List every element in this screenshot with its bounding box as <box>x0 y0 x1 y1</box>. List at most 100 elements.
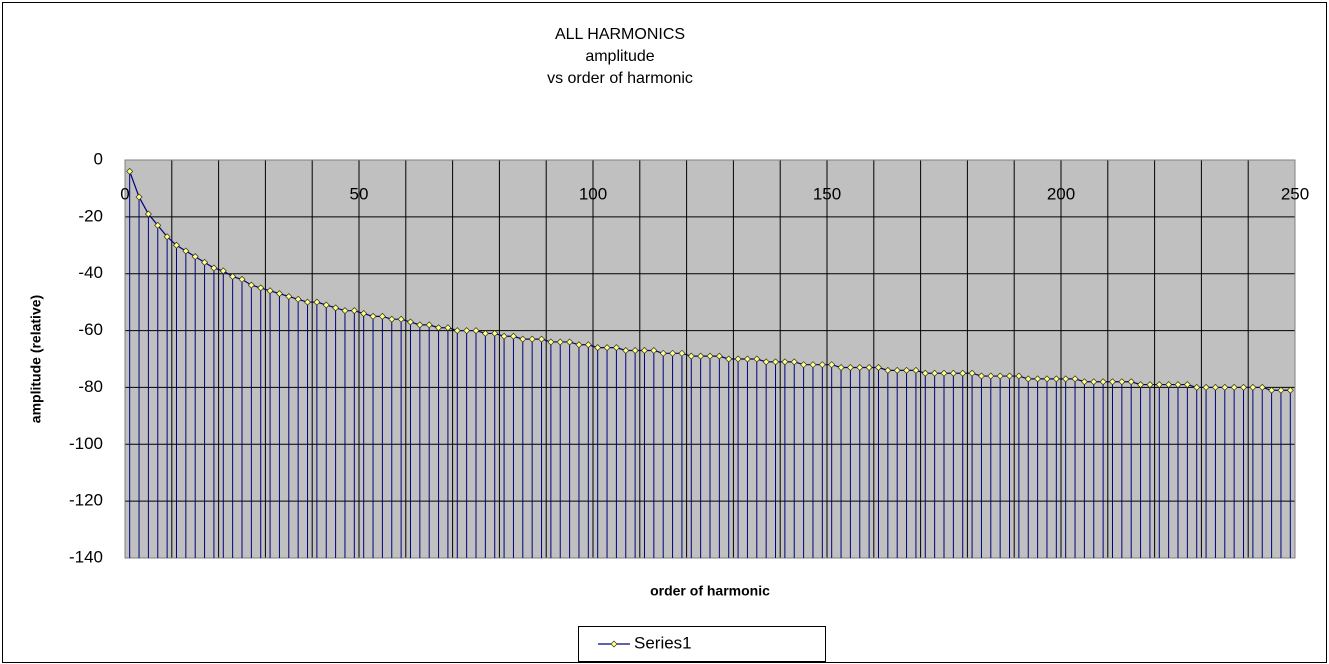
marker <box>781 358 789 366</box>
marker <box>669 349 677 357</box>
marker <box>1118 378 1126 386</box>
marker <box>397 315 405 323</box>
y-tick-label: -100 <box>69 434 103 453</box>
marker <box>1165 381 1173 389</box>
marker <box>378 312 386 320</box>
marker <box>1193 383 1201 391</box>
marker <box>1043 375 1051 383</box>
marker <box>1034 375 1042 383</box>
marker <box>126 167 134 175</box>
marker <box>762 358 770 366</box>
marker <box>818 361 826 369</box>
marker <box>1137 381 1145 389</box>
marker <box>472 327 480 335</box>
marker <box>1127 378 1135 386</box>
marker <box>921 369 929 377</box>
marker <box>406 318 414 326</box>
x-tick-label: 0 <box>120 184 129 203</box>
marker <box>1286 386 1294 394</box>
x-tick-label: 250 <box>1281 184 1309 203</box>
marker <box>1006 372 1014 380</box>
marker <box>865 364 873 372</box>
marker <box>538 335 546 343</box>
marker <box>388 315 396 323</box>
marker <box>968 369 976 377</box>
marker <box>1052 375 1060 383</box>
marker <box>893 366 901 374</box>
x-tick-label: 50 <box>350 184 369 203</box>
marker <box>266 287 274 295</box>
marker <box>1221 383 1229 391</box>
marker <box>313 298 321 306</box>
marker <box>743 355 751 363</box>
marker <box>566 338 574 346</box>
marker <box>304 298 312 306</box>
marker <box>846 364 854 372</box>
y-tick-label: 0 <box>94 149 103 168</box>
marker <box>678 349 686 357</box>
marker <box>659 349 667 357</box>
marker <box>528 335 536 343</box>
marker <box>369 312 377 320</box>
y-axis-title: amplitude (relative) <box>28 295 44 423</box>
marker <box>977 372 985 380</box>
marker <box>1183 381 1191 389</box>
marker <box>360 310 368 318</box>
marker <box>275 290 283 298</box>
marker <box>1230 383 1238 391</box>
marker <box>435 324 443 332</box>
marker <box>706 352 714 360</box>
marker <box>154 221 162 229</box>
marker <box>1211 383 1219 391</box>
marker <box>959 369 967 377</box>
marker <box>191 253 199 261</box>
marker <box>219 267 227 275</box>
marker <box>238 275 246 283</box>
y-tick-label: -20 <box>78 206 103 225</box>
marker <box>1249 383 1257 391</box>
marker <box>341 307 349 315</box>
x-tick-label: 100 <box>579 184 607 203</box>
marker <box>594 344 602 352</box>
marker <box>837 364 845 372</box>
marker <box>734 355 742 363</box>
marker <box>753 355 761 363</box>
marker <box>1258 383 1266 391</box>
y-tick-label: -120 <box>69 491 103 510</box>
marker <box>725 355 733 363</box>
marker <box>1202 383 1210 391</box>
marker <box>809 361 817 369</box>
marker <box>697 352 705 360</box>
marker <box>640 346 648 354</box>
marker <box>182 247 190 255</box>
marker <box>631 346 639 354</box>
y-tick-label: -40 <box>78 263 103 282</box>
marker <box>949 369 957 377</box>
marker <box>163 233 171 241</box>
marker <box>1155 381 1163 389</box>
marker <box>772 358 780 366</box>
chart-title: ALL HARMONICS <box>555 26 685 43</box>
marker <box>201 258 209 266</box>
marker <box>800 361 808 369</box>
marker <box>650 346 658 354</box>
marker <box>1268 386 1276 394</box>
marker <box>715 352 723 360</box>
marker <box>687 352 695 360</box>
marker <box>556 338 564 346</box>
marker <box>996 372 1004 380</box>
marker <box>229 273 237 281</box>
y-tick-label: -80 <box>78 377 103 396</box>
marker <box>622 346 630 354</box>
marker <box>912 366 920 374</box>
marker <box>584 341 592 349</box>
marker <box>463 327 471 335</box>
marker <box>500 332 508 340</box>
marker <box>1080 378 1088 386</box>
marker <box>350 307 358 315</box>
marker <box>1174 381 1182 389</box>
marker <box>1071 375 1079 383</box>
marker <box>1108 378 1116 386</box>
